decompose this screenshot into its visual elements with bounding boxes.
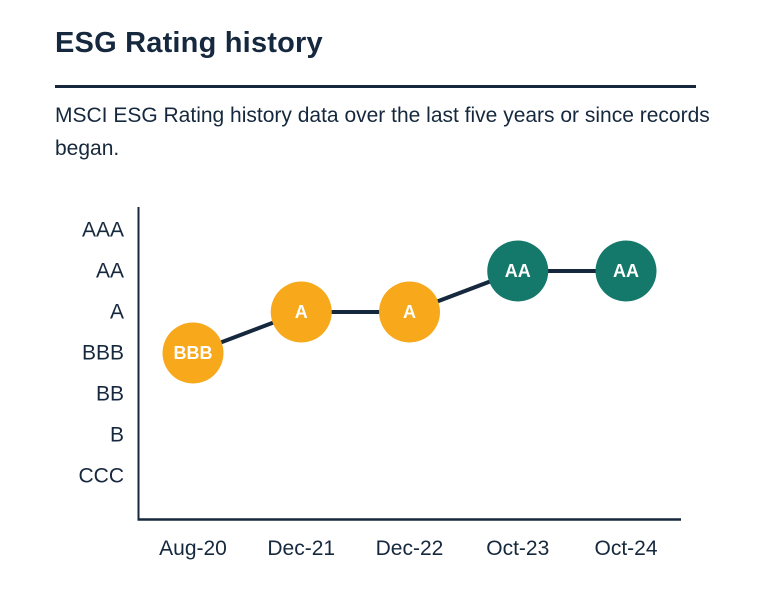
rating-marker-label: AA bbox=[505, 261, 531, 281]
rating-marker-label: BBB bbox=[174, 343, 213, 363]
rating-marker-circle bbox=[487, 240, 549, 302]
rating-marker-circle bbox=[162, 322, 224, 384]
rating-marker-label: AA bbox=[613, 261, 639, 281]
x-axis-label-dec-21: Dec-21 bbox=[267, 537, 335, 560]
title-divider bbox=[55, 85, 696, 88]
data-point: BBB bbox=[162, 322, 224, 384]
data-point: A bbox=[379, 281, 440, 343]
rating-marker-label: A bbox=[403, 302, 416, 322]
y-axis-label-bb: BB bbox=[96, 383, 124, 406]
page-title: ESG Rating history bbox=[55, 27, 323, 59]
data-point: AA bbox=[487, 240, 549, 302]
y-axis-label-a: A bbox=[110, 301, 124, 324]
esg-rating-chart: AAA AA A BBB BB B CCC Aug-20 Dec-21 Dec-22 Oct-23 O… bbox=[0, 185, 779, 597]
y-axis-label-bbb: BBB bbox=[82, 342, 124, 365]
y-axis-label-b: B bbox=[110, 424, 124, 447]
data-point: A bbox=[270, 281, 332, 343]
data-point: AA bbox=[595, 240, 657, 302]
x-axis-label-oct-24: Oct-24 bbox=[594, 537, 657, 560]
y-axis-label-aa: AA bbox=[96, 260, 124, 283]
y-axis-label-aaa: AAA bbox=[82, 219, 124, 242]
rating-marker-circle bbox=[379, 281, 440, 343]
x-axis-label-aug-20: Aug-20 bbox=[159, 537, 227, 560]
x-axis-label-dec-22: Dec-22 bbox=[376, 537, 444, 560]
rating-marker-label: A bbox=[295, 302, 308, 322]
y-axis-label-ccc: CCC bbox=[79, 465, 125, 488]
x-axis-label-oct-23: Oct-23 bbox=[486, 537, 549, 560]
page-subtitle: MSCI ESG Rating history data over the la… bbox=[55, 104, 710, 160]
rating-marker-circle bbox=[270, 281, 332, 343]
rating-marker-circle bbox=[595, 240, 657, 302]
